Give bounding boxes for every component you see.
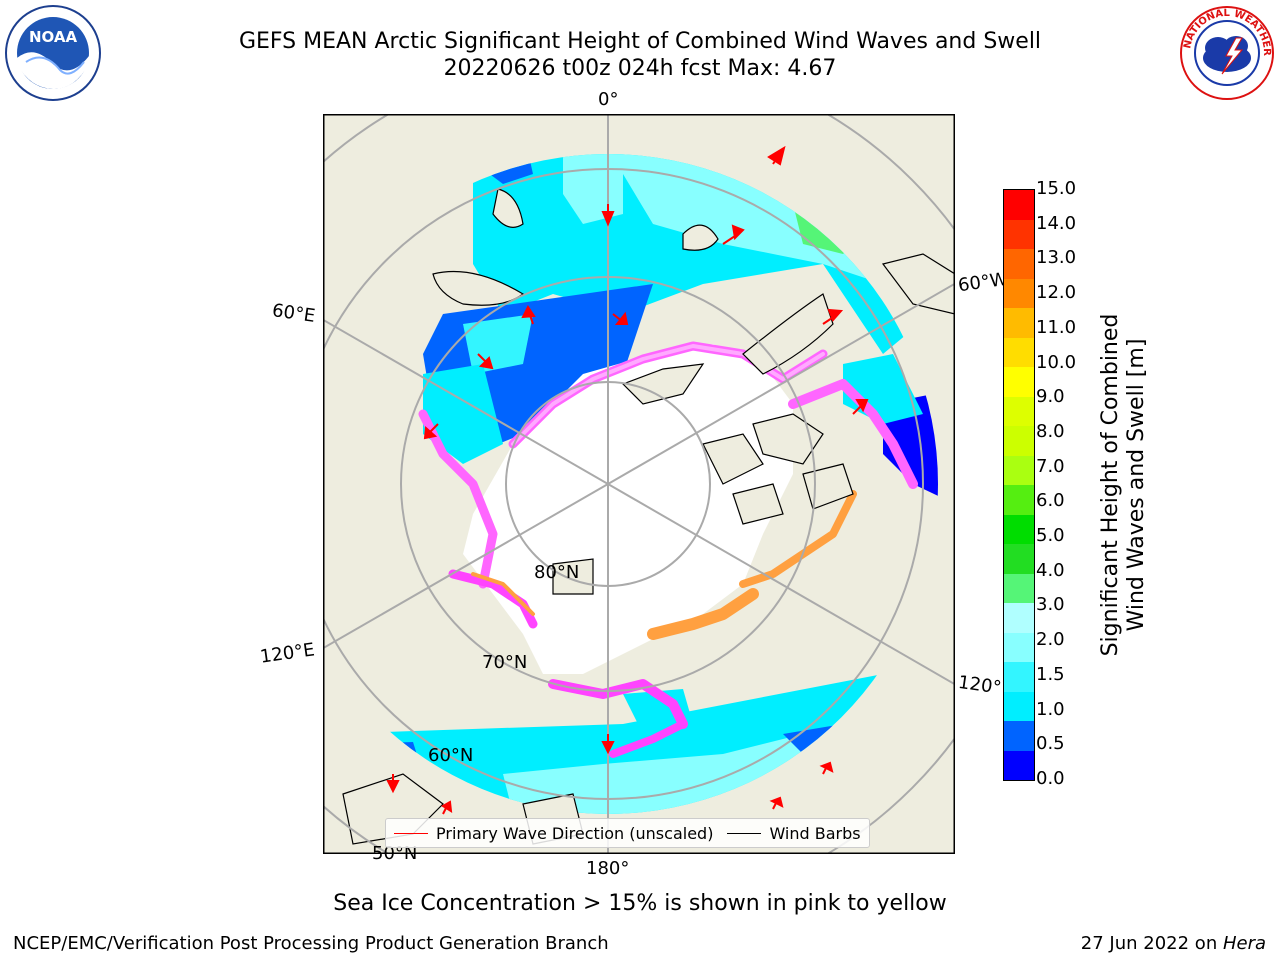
colorbar-segment [1004, 337, 1034, 367]
footer-credit: NCEP/EMC/Verification Post Processing Pr… [13, 933, 609, 954]
colorbar-tick-label: 6.0 [1036, 490, 1065, 512]
meridian-label-0: 0° [598, 89, 619, 110]
colorbar-segment [1004, 190, 1034, 220]
wave-arrow [769, 796, 784, 810]
colorbar-segment [1004, 662, 1034, 692]
colorbar-segment [1004, 721, 1034, 751]
colorbar-segments [1004, 190, 1034, 780]
meridian-60w [607, 282, 955, 485]
colorbar-tick-label: 1.5 [1036, 663, 1065, 685]
colorbar-tick-label: 11.0 [1036, 316, 1077, 338]
wave-arrow [822, 308, 844, 325]
colorbar-segment [1004, 367, 1034, 397]
colorbar-segment [1004, 219, 1034, 249]
colorbar-tick-label: 14.0 [1036, 212, 1077, 234]
footer-machine: Hera [1222, 933, 1266, 954]
colorbar-segment [1004, 691, 1034, 721]
polar-map-svg [323, 114, 955, 854]
colorbar-segment [1004, 396, 1034, 426]
legend-primary-wave-direction: Primary Wave Direction (unscaled) [436, 823, 714, 843]
sea-ice-note: Sea Ice Concentration > 15% is shown in … [333, 891, 947, 916]
wave-arrow [722, 224, 745, 245]
meridian-60e [323, 318, 609, 485]
map-legend: Primary Wave Direction (unscaled) Wind B… [385, 818, 870, 848]
wave-arrow [441, 800, 453, 815]
graticule [323, 114, 955, 854]
wave-arrow [767, 145, 786, 166]
colorbar-tick-label: 4.0 [1036, 559, 1065, 581]
colorbar-label-line1: Significant Height of Combined [1098, 313, 1123, 657]
map-frame [323, 114, 955, 854]
colorbar-segment [1004, 544, 1034, 574]
colorbar-tick-label: 2.0 [1036, 629, 1065, 651]
colorbar-tick-label: 15.0 [1036, 178, 1077, 199]
arctic-map [323, 114, 955, 854]
colorbar-segment [1004, 485, 1034, 515]
chart-title: GEFS MEAN Arctic Significant Height of C… [140, 28, 1140, 82]
wave-direction-line-sample [394, 832, 428, 834]
wave-arrow [601, 734, 615, 755]
colorbar-tick-label: 1.0 [1036, 698, 1065, 720]
svg-text:NOAA: NOAA [29, 28, 78, 46]
colorbar-tick-label: 9.0 [1036, 386, 1065, 408]
meridian-label-60e: 60°E [270, 300, 317, 327]
colorbar-segment [1004, 573, 1034, 603]
parallel-label-60n: 60°N [428, 745, 474, 766]
chart-title-line1: GEFS MEAN Arctic Significant Height of C… [238, 29, 1042, 54]
colorbar [1003, 189, 1035, 781]
meridian-label-180: 180° [586, 858, 630, 879]
chart-title-line2: 20220626 t00z 024h fcst Max: 4.67 [443, 56, 837, 81]
colorbar-segment [1004, 278, 1034, 308]
colorbar-tick-label: 5.0 [1036, 525, 1065, 547]
colorbar-segment [1004, 603, 1034, 633]
colorbar-segment [1004, 750, 1034, 780]
colorbar-segment [1004, 249, 1034, 279]
wind-barb-line-sample [727, 832, 762, 834]
wave-arrow [612, 311, 629, 325]
wave-arrow [852, 399, 869, 415]
parallel-label-50n: 50°N [372, 843, 418, 864]
meridian-120e [323, 483, 609, 650]
wave-arrow [521, 305, 536, 325]
footer-date: 27 Jun 2022 on Hera [1081, 933, 1266, 954]
colorbar-tick-label: 7.0 [1036, 455, 1065, 477]
colorbar-segment [1004, 514, 1034, 544]
wave-arrow [601, 204, 615, 227]
colorbar-label-line2: Wind Waves and Swell [m] [1124, 338, 1149, 632]
wave-arrow [477, 353, 494, 370]
wave-arrow [386, 774, 400, 794]
sea-ice-edge [418, 341, 918, 758]
legend-wind-barbs: Wind Barbs [769, 823, 861, 843]
parallel-label-70n: 70°N [482, 652, 528, 673]
colorbar-tick-label: 8.0 [1036, 420, 1065, 442]
colorbar-tick-label: 10.0 [1036, 351, 1077, 373]
colorbar-segment [1004, 308, 1034, 338]
meridian-label-120e: 120°E [258, 639, 316, 668]
meridian-120w [607, 483, 955, 686]
parallel-label-80n: 80°N [534, 562, 580, 583]
wave-direction-arrows [386, 145, 869, 815]
wave-arrow [423, 423, 439, 440]
colorbar-tick-label: 0.0 [1036, 768, 1065, 789]
national-weather-service-logo: NATIONAL WEATHER SERVICE [1178, 4, 1274, 100]
colorbar-segment [1004, 426, 1034, 456]
colorbar-tick-label: 0.5 [1036, 733, 1065, 755]
colorbar-label: Significant Height of Combined Wind Wave… [1098, 285, 1158, 685]
wave-arrow [819, 761, 834, 775]
colorbar-segment [1004, 455, 1034, 485]
footer-date-text: 27 Jun 2022 on [1080, 933, 1223, 954]
colorbar-segment [1004, 632, 1034, 662]
colorbar-tick-label: 13.0 [1036, 247, 1077, 269]
colorbar-ticks: 15.0 14.0 13.0 12.0 11.0 10.0 9.0 8.0 7.0 6.0 5.0 4… [1036, 178, 1096, 790]
meridian-label-60w: 60°W [956, 268, 1009, 297]
colorbar-tick-label: 3.0 [1036, 594, 1065, 616]
colorbar-tick-label: 12.0 [1036, 282, 1077, 304]
noaa-logo: NOAA [5, 5, 101, 101]
